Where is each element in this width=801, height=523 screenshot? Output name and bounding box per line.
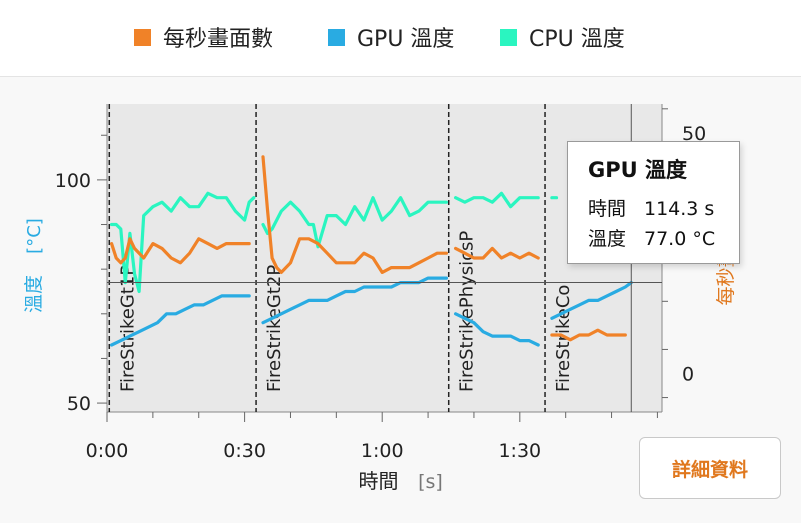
bottom-axis-tick-label: 0:30 xyxy=(223,440,266,462)
tooltip-temp-value: 77.0 °C xyxy=(644,228,716,250)
legend-swatch xyxy=(500,28,517,46)
legend-swatch xyxy=(328,28,345,46)
test-marker-label: FireStrikePhysicsP xyxy=(457,231,478,392)
chart-legend: 每秒畫面數 GPU 溫度 CPU 溫度 xyxy=(0,0,801,77)
legend-label: CPU 溫度 xyxy=(529,27,625,52)
x-axis-unit: [s] xyxy=(418,471,443,493)
legend-swatch xyxy=(134,28,151,46)
gpu-temp-line xyxy=(454,312,540,347)
cpu-temp-line xyxy=(454,191,540,209)
tooltip-time-key: 時間 xyxy=(588,198,627,220)
legend-item-gpu-temp[interactable]: GPU 溫度 xyxy=(328,22,454,52)
tooltip-time-value: 114.3 s xyxy=(644,198,715,220)
data-tooltip: GPU 溫度 時間 114.3 s 溫度 77.0 °C xyxy=(567,141,740,264)
fps-line xyxy=(109,237,251,265)
legend-label: 每秒畫面數 xyxy=(163,27,274,52)
cpu-temp-line xyxy=(109,191,256,294)
tooltip-time-row: 時間 114.3 s xyxy=(588,194,739,224)
cpu-temp-line xyxy=(261,196,448,249)
fps-line xyxy=(261,155,448,274)
right-axis-tick-label: 50 xyxy=(682,123,706,145)
test-marker-label: FireStrikeGt1P xyxy=(117,265,138,392)
tooltip-temp-key: 溫度 xyxy=(588,228,627,250)
legend-label: GPU 溫度 xyxy=(357,27,455,52)
y-axis-unit: [°C] xyxy=(24,218,45,254)
tooltip-temp-row: 溫度 77.0 °C xyxy=(588,224,739,254)
legend-item-cpu-temp[interactable]: CPU 溫度 xyxy=(500,22,625,52)
left-axis-tick-label: 100 xyxy=(55,170,91,192)
bottom-axis-tick-label: 1:00 xyxy=(361,440,404,462)
left-axis-tick-label: 50 xyxy=(67,393,91,415)
fps-line xyxy=(550,328,627,342)
bottom-axis-tick-label: 1:30 xyxy=(498,440,541,462)
details-button[interactable]: 詳細資料 xyxy=(639,437,781,499)
legend-item-fps[interactable]: 每秒畫面數 xyxy=(134,22,273,52)
gpu-temp-line xyxy=(109,294,251,347)
gpu-temp-line xyxy=(550,281,633,320)
fps-line xyxy=(454,246,540,260)
y-axis-title: 溫度 xyxy=(23,275,45,313)
test-marker-label: FireStrikeGt2P xyxy=(264,265,285,392)
x-axis-title: 時間 xyxy=(359,469,399,493)
tooltip-title: GPU 溫度 xyxy=(588,158,687,182)
right-axis-tick-label: 0 xyxy=(682,364,694,386)
bottom-axis-tick-label: 0:00 xyxy=(86,440,129,462)
